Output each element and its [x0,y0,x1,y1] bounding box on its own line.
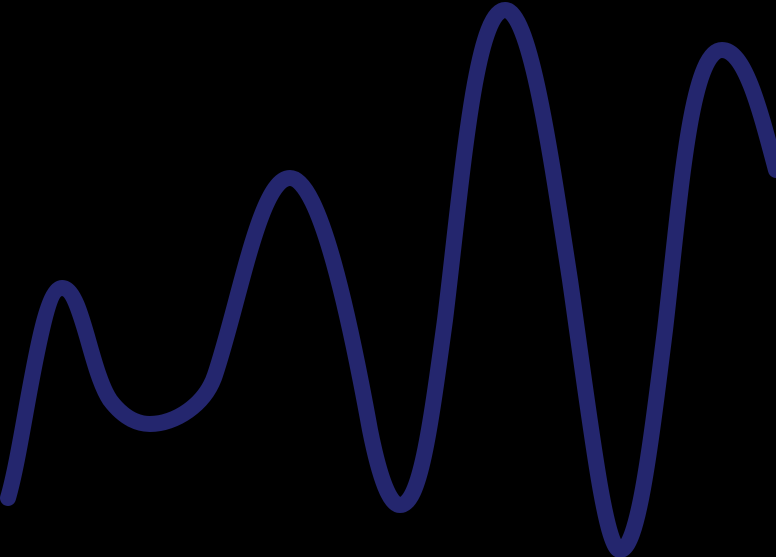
wave-line-icon [0,2,776,557]
wave-line-graphic [0,2,776,557]
